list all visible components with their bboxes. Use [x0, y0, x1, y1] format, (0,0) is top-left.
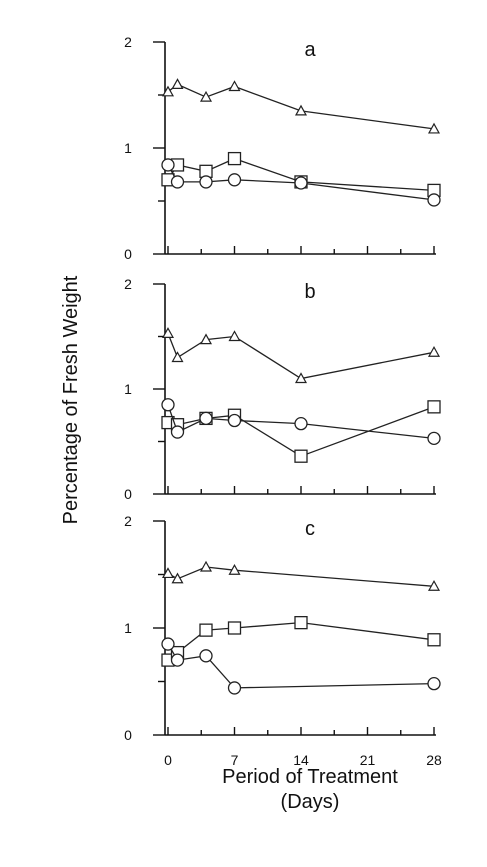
triangle-marker: [171, 78, 184, 90]
series-square: [161, 400, 441, 463]
triangle-marker: [199, 90, 213, 102]
square-marker: [294, 616, 308, 630]
circle-marker: [199, 175, 213, 189]
y-tick-label: 1: [124, 381, 132, 397]
triangle-marker: [199, 333, 213, 345]
y-tick-label: 2: [124, 34, 132, 50]
triangle-marker: [228, 563, 241, 575]
panel-label: a: [304, 39, 316, 61]
panel-a: 0 1 2 a: [124, 34, 441, 262]
circle-marker: [170, 175, 185, 189]
circle-marker: [427, 676, 441, 691]
series-line: [167, 333, 435, 380]
y-tick-label: 0: [124, 727, 132, 743]
x-axis-title: Period of Treatment: [222, 766, 398, 788]
series-triangle: [161, 327, 441, 384]
x-tick-label: 28: [426, 752, 442, 768]
triangle-marker: [427, 122, 441, 134]
circle-marker: [294, 176, 308, 190]
series-circle: [161, 158, 441, 207]
panel-label: b: [304, 281, 315, 303]
series-triangle: [161, 560, 441, 591]
triangle-marker: [228, 330, 241, 342]
circle-marker: [170, 425, 185, 439]
triangle-marker: [228, 80, 241, 92]
series-circle: [161, 398, 441, 446]
panel-c: 0 1 2 c 0 7 14 21 28: [124, 513, 442, 768]
square-marker: [427, 633, 441, 647]
square-marker: [227, 621, 242, 635]
circle-marker: [427, 431, 441, 446]
circle-marker: [227, 413, 242, 428]
triangle-marker: [427, 346, 441, 357]
circle-marker: [170, 653, 185, 667]
triangle-marker: [294, 104, 308, 116]
square-marker: [427, 400, 441, 414]
circle-marker: [199, 649, 213, 663]
circle-marker: [227, 681, 242, 695]
series-square: [161, 151, 441, 198]
circle-marker: [161, 398, 175, 412]
triangle-marker: [161, 85, 175, 97]
panel-b: 0 1 2 b: [124, 276, 441, 502]
triangle-marker: [171, 572, 184, 584]
series-circle: [161, 637, 441, 695]
circle-marker: [427, 193, 441, 207]
x-tick-label: 0: [164, 752, 172, 768]
panels: 0 1 2 a 0 1 2 b 0 1 2 c 0 7 14 21 28: [124, 34, 442, 768]
y-tick-label: 0: [124, 486, 132, 502]
square-marker: [199, 623, 213, 637]
triangle-marker: [294, 372, 308, 384]
y-tick-label: 2: [124, 276, 132, 292]
triangle-marker: [161, 567, 175, 579]
circle-marker: [161, 158, 175, 172]
x-axis-title-unit: (Days): [281, 791, 340, 813]
y-tick-label: 0: [124, 246, 132, 262]
circle-marker: [199, 411, 213, 426]
circle-marker: [161, 637, 175, 651]
x-tick-label: 14: [293, 752, 309, 768]
triangle-marker: [199, 560, 213, 572]
circle-marker: [227, 173, 242, 187]
triangle-marker: [161, 327, 175, 338]
circle-marker: [294, 416, 308, 431]
square-marker: [227, 151, 242, 166]
y-tick-label: 1: [124, 620, 132, 636]
triangle-marker: [427, 580, 441, 591]
y-tick-label: 2: [124, 513, 132, 529]
y-axis-title: Percentage of Fresh Weight: [60, 275, 82, 524]
series-triangle: [161, 78, 441, 134]
square-marker: [294, 449, 308, 463]
triangle-marker: [171, 351, 184, 363]
panel-label: c: [305, 518, 315, 540]
y-tick-label: 1: [124, 140, 132, 156]
x-tick-label: 7: [231, 752, 239, 768]
x-tick-label: 21: [360, 752, 376, 768]
